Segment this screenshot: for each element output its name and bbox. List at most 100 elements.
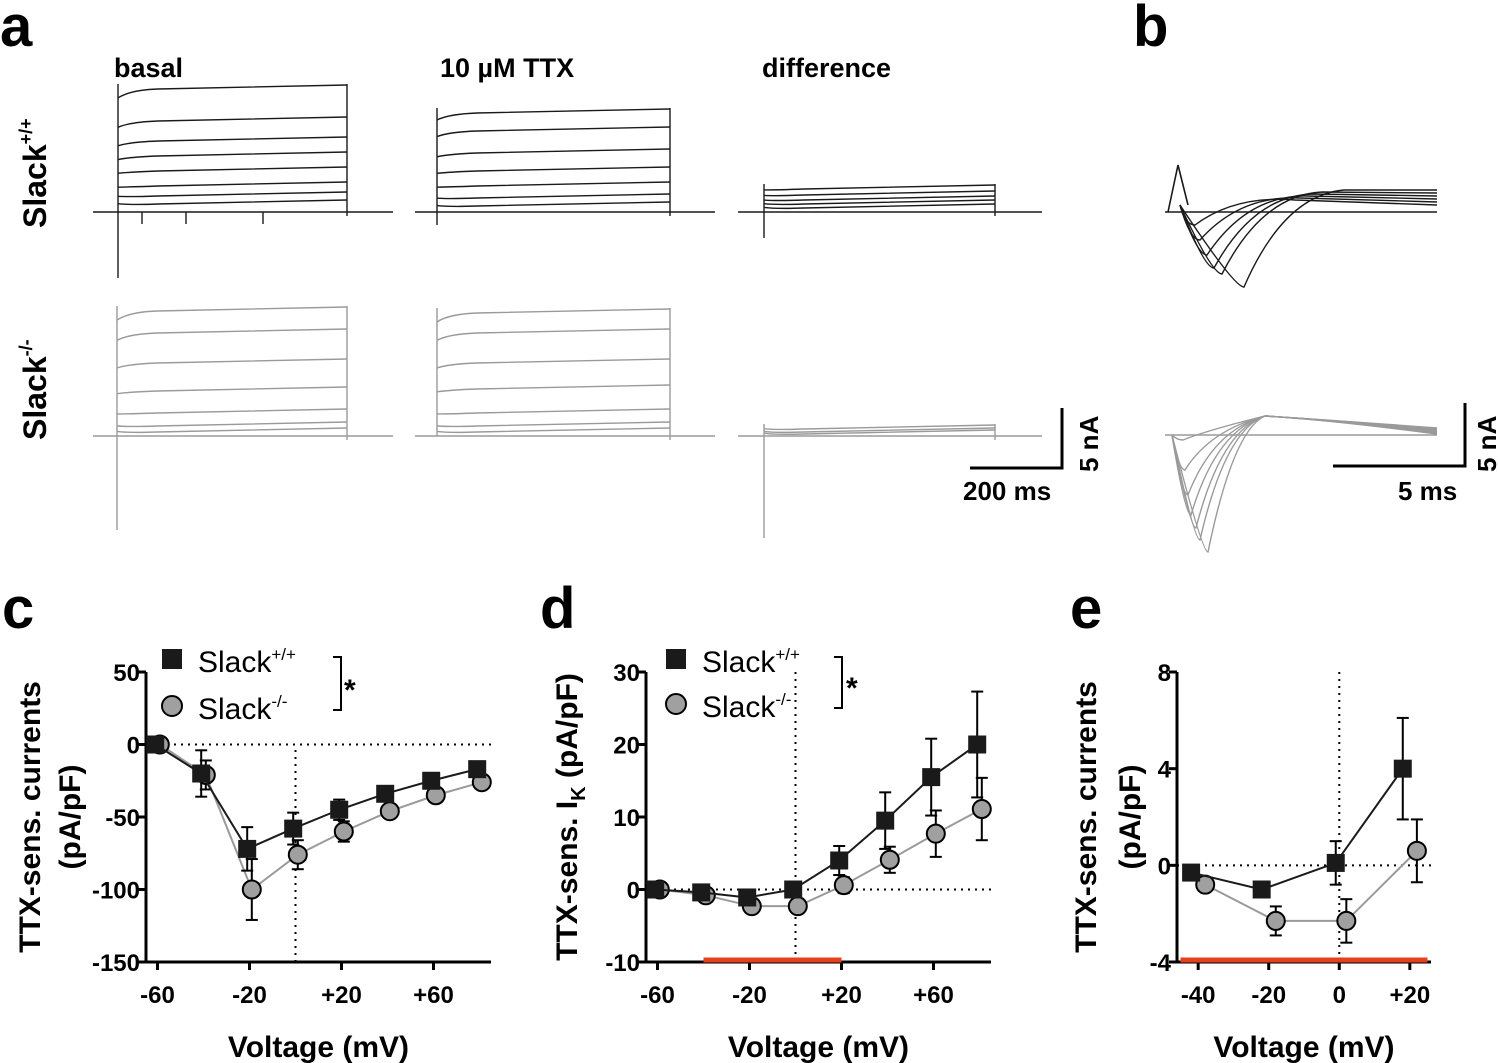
legend-c-wt-marker [162,649,182,669]
data-point-ko [835,876,853,894]
scale-bar-a-lines [970,408,1062,468]
data-point-wt [238,840,256,858]
y-axis-unit-e: (pA/pF) [1114,765,1147,870]
data-point-wt [284,820,302,838]
data-point-wt [1182,864,1200,882]
x-tick-label-c: -60 [140,982,175,1009]
trace-step-6 [117,422,347,426]
legend-d-wt-label: Slack+/+ [702,645,800,679]
series-line [1191,769,1403,890]
x-axis-title-c: Voltage (mV) [228,1031,409,1063]
trace-step-5 [117,409,347,414]
panel-letter-d: d [540,576,575,641]
legend-c-significance: * [344,674,356,707]
trace-step-1 [437,109,670,120]
trace-step-3 [437,359,670,368]
column-label-basal: basal [114,53,183,83]
y-tick-label-e: 4 [1158,757,1172,784]
data-point-wt [738,888,756,906]
trace-step-1 [117,307,347,320]
trace-b-wt-4 [1180,194,1437,268]
trace-step-5 [437,409,670,414]
series-wt-d [646,692,986,907]
trace-group-difference-wt [738,184,1042,238]
legend-d-ko-marker [666,694,686,714]
data-point-wt [830,852,848,870]
y-tick-label-c: 50 [113,660,140,687]
scale-bar-a-time: 200 ms [963,476,1051,506]
y-tick-label-d: 20 [613,733,640,760]
trace-step-2 [764,191,995,196]
data-point-wt [192,765,210,783]
data-point-wt [646,881,664,899]
y-tick-label-d: 0 [627,878,640,905]
legend-c-bracket [333,657,341,710]
y-tick-label-c: -100 [92,878,140,905]
trace-step-7 [118,192,347,197]
trace-step-4 [117,387,347,394]
x-tick-label-d: -20 [732,982,767,1009]
data-point-wt [1394,760,1412,778]
trace-step-7 [437,428,670,432]
traces-b-wt [1165,165,1437,287]
current-traces-panel-b [1165,165,1437,552]
trace-step-6 [437,194,670,199]
scale-bar-b-time: 5 ms [1398,476,1457,506]
trace-step-4 [437,385,670,392]
trace-step-2 [118,117,347,127]
y-tick-label-d: 30 [613,660,640,687]
data-point-wt [1253,881,1271,899]
y-tick-label-c: -150 [92,950,140,977]
scale-bar-b: 5 ms 5 nA [1333,403,1498,506]
x-axis-title-e: Voltage (mV) [1213,1031,1394,1063]
y-tick-label-c: -50 [105,805,140,832]
trace-step-6 [437,422,670,426]
data-point-wt [146,736,164,754]
data-point-wt [922,768,940,786]
panel-letter-c: c [2,576,34,641]
x-tick-label-e: -40 [1181,982,1216,1009]
x-tick-label-d: -60 [640,982,675,1009]
legend-d-ko-label: Slack-/- [702,690,791,724]
data-point-wt [968,736,986,754]
trace-step-1 [118,85,347,98]
panel-letter-b: b [1133,0,1168,59]
trace-step-2 [437,329,670,340]
data-point-ko [881,851,899,869]
trace-group-ttx-ko [415,308,715,440]
series-wt-e [1182,718,1412,899]
column-label-ttx: 10 µM TTX [440,53,574,83]
y-tick-label-d: 10 [613,805,640,832]
y-tick-label-c: 0 [127,733,140,760]
y-tick-label-e: 0 [1158,853,1171,880]
series-line [1205,851,1417,921]
trace-step-6 [118,182,347,187]
data-point-wt [1327,854,1345,872]
data-point-ko [1408,842,1426,860]
x-axis-title-d: Voltage (mV) [728,1031,909,1063]
trace-step-2 [117,329,347,340]
scale-bar-a: 200 ms 5 nA [963,408,1104,506]
trace-step-1 [764,185,995,190]
data-point-ko [381,802,399,820]
x-tick-label-d: +60 [913,982,954,1009]
x-tick-label-e: -20 [1251,982,1286,1009]
data-point-ko [335,823,353,841]
trace-step-7 [117,428,347,432]
legend-c-ko-marker [162,696,182,716]
x-tick-label-c: -20 [232,982,267,1009]
data-point-ko [927,825,945,843]
data-point-ko [789,897,807,915]
row-label-ko: Slack-/- [16,339,53,440]
x-tick-label-c: +20 [321,982,362,1009]
series-line [655,745,977,898]
data-point-wt [692,883,710,901]
x-tick-label-e: 0 [1333,982,1346,1009]
legend-d-wt-marker [666,649,686,669]
trace-step-2 [437,127,670,137]
y-axis-unit-c: (pA/pF) [54,765,87,870]
row-label-wt: Slack+/+ [16,118,53,228]
data-point-wt [876,812,894,830]
data-point-wt [422,772,440,790]
column-label-difference: difference [762,53,891,83]
